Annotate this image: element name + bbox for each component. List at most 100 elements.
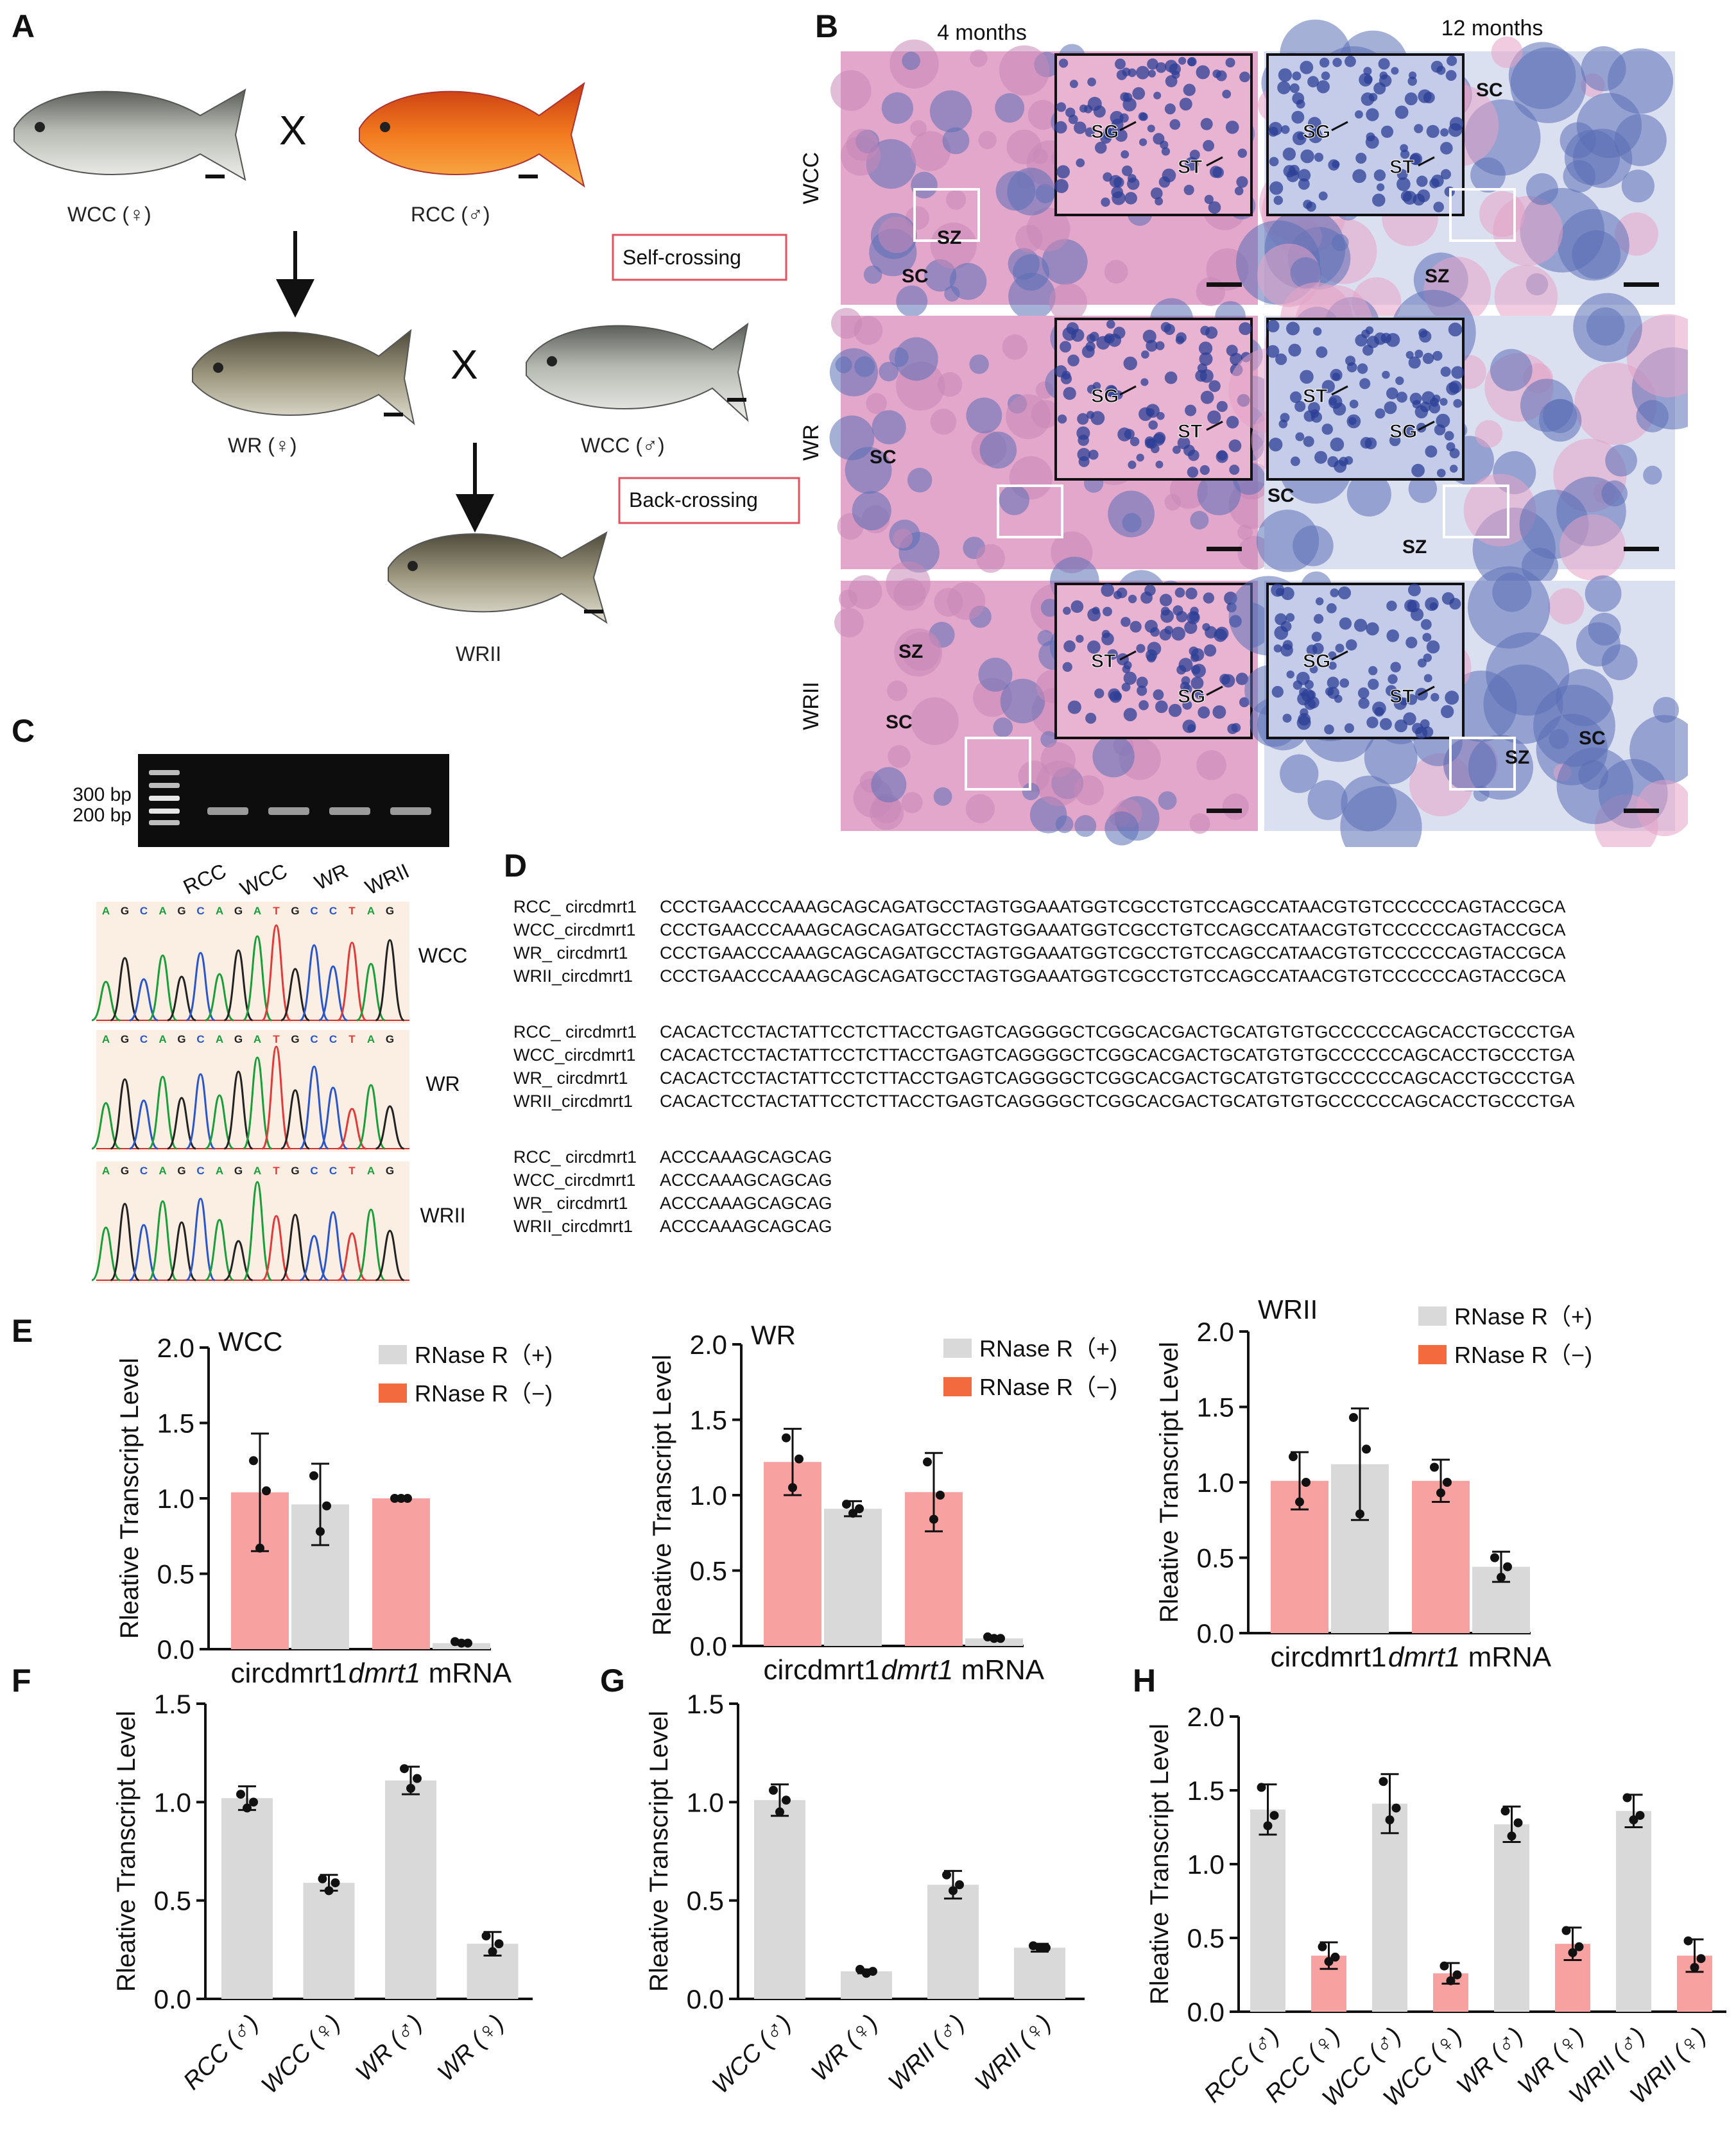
gene-name: dmrt1 (1388, 1641, 1468, 1673)
sequence-name: RCC_ circdmrt1 (513, 1147, 637, 1167)
cell-nucleus (1123, 671, 1137, 685)
cell-nucleus (1187, 611, 1200, 624)
tissue-cluster (978, 657, 1013, 692)
cell-nucleus (1382, 370, 1390, 379)
cell-nucleus (1422, 391, 1436, 405)
ladder-label-200: 200 bp (73, 805, 132, 826)
cell-nucleus (1432, 350, 1443, 361)
product-band (390, 807, 431, 815)
micrograph-wcc-4m: SG ST SZ SC (830, 39, 1258, 321)
legend-label: RNase R（+) (1454, 1303, 1592, 1330)
inset-cell-label: SG (1303, 651, 1330, 672)
y-tick-label: 1.5 (687, 1689, 724, 1719)
cell-nucleus (1440, 398, 1448, 406)
cell-nucleus (1094, 688, 1104, 699)
cell-nucleus (1303, 436, 1314, 447)
scale-bar (1207, 809, 1242, 813)
cell-nucleus (1121, 682, 1131, 692)
cell-nucleus (1203, 592, 1215, 604)
cell-nucleus (1159, 628, 1172, 641)
y-tick-label: 2.0 (690, 1330, 727, 1360)
cell-nucleus (1300, 149, 1314, 164)
cell-nucleus (1236, 176, 1248, 188)
trace-peak (299, 1065, 329, 1150)
chart-title: WRII (1258, 1294, 1318, 1324)
base-call: G (386, 1033, 394, 1045)
tissue-cluster (930, 408, 957, 435)
cell-nucleus (1357, 363, 1368, 374)
inset-cell-label: SG (1091, 121, 1119, 142)
cell-nucleus (1278, 68, 1293, 82)
y-tick-label: 1.5 (1187, 1776, 1225, 1806)
panel-label-b: B (815, 8, 839, 44)
tissue-cluster (848, 575, 882, 610)
cell-nucleus (1068, 114, 1078, 124)
cell-nucleus (1374, 707, 1384, 717)
cell-nucleus (1208, 380, 1221, 392)
cell-nucleus (1339, 456, 1348, 467)
cell-nucleus (1409, 153, 1421, 165)
cell-nucleus (1414, 349, 1423, 358)
cell-nucleus (1425, 597, 1439, 612)
legend-swatch (943, 1377, 972, 1396)
cell-nucleus (1204, 644, 1217, 657)
tissue-cluster (888, 745, 911, 768)
tissue-cluster (1196, 277, 1226, 307)
cell-nucleus (1366, 108, 1379, 121)
data-point (1330, 1952, 1340, 1962)
cell-nucleus (1384, 401, 1397, 415)
tissue-cluster (937, 372, 963, 397)
tissue-cluster (1190, 511, 1209, 530)
cell-nucleus (1339, 617, 1352, 630)
cross-symbol-2: X (451, 341, 478, 388)
tissue-cluster (999, 45, 1050, 96)
trace-peak (375, 1229, 405, 1281)
trace-peak (110, 1078, 140, 1150)
panel-label-e: E (12, 1313, 33, 1349)
alignment-row: RCC_ circdmrt1 CACACTCCTACTATTCCTCTTACCTG… (513, 1020, 1574, 1043)
cell-nucleus (1405, 637, 1418, 649)
cell-nucleus (1307, 76, 1319, 88)
base-call: G (234, 1165, 243, 1177)
chart-e-wrii: 0.0 0.5 1.0 1.5 2.0 Rleative Transcript Level… (1155, 1294, 1592, 1673)
cell-nucleus (1404, 92, 1418, 106)
tissue-cluster (896, 285, 928, 317)
cell-nucleus (1355, 334, 1368, 347)
data-point (1513, 1818, 1523, 1828)
cell-nucleus (1314, 152, 1324, 162)
base-call: G (386, 1165, 394, 1177)
data-point (782, 1433, 791, 1443)
tissue-label: SC (1268, 485, 1294, 506)
cell-nucleus (1165, 75, 1178, 87)
tissue-cluster (1307, 780, 1348, 820)
inset-cell-label: ST (1178, 157, 1202, 178)
cell-nucleus (1184, 621, 1198, 634)
cell-nucleus (1189, 646, 1199, 656)
cell-nucleus (1332, 57, 1342, 67)
chart-title: WCC (218, 1326, 282, 1357)
trace-peak (205, 973, 234, 1022)
cell-nucleus (1235, 672, 1249, 685)
cell-nucleus (1227, 723, 1238, 735)
base-call: G (291, 1033, 299, 1045)
cell-nucleus (1385, 685, 1397, 697)
base-call: A (102, 905, 110, 917)
y-tick-label: 0.5 (1197, 1543, 1234, 1573)
micrograph-wcc-12m: SG ST SC SZ (1235, 19, 1675, 329)
cell-nucleus (1368, 666, 1378, 676)
back-crossing-label: Back-crossing (629, 488, 758, 511)
tissue-cluster (1031, 400, 1060, 429)
cell-nucleus (1432, 394, 1441, 403)
trace-peak (375, 939, 405, 1022)
tissue-cluster (1026, 207, 1070, 252)
inset-cell-label: SG (1091, 386, 1119, 407)
base-call: G (177, 1033, 185, 1045)
trace-peak (242, 1056, 273, 1150)
alignment-row: WR_ circdmrt1 CACACTCCTACTATTCCTCTTACCTGA… (513, 1066, 1574, 1090)
y-axis-label: Rleative Transcript Level (1155, 1342, 1183, 1623)
tissue-cluster (1467, 566, 1551, 649)
bar (1494, 1824, 1529, 2012)
cell-nucleus (1088, 449, 1099, 460)
base-call: T (273, 905, 280, 917)
